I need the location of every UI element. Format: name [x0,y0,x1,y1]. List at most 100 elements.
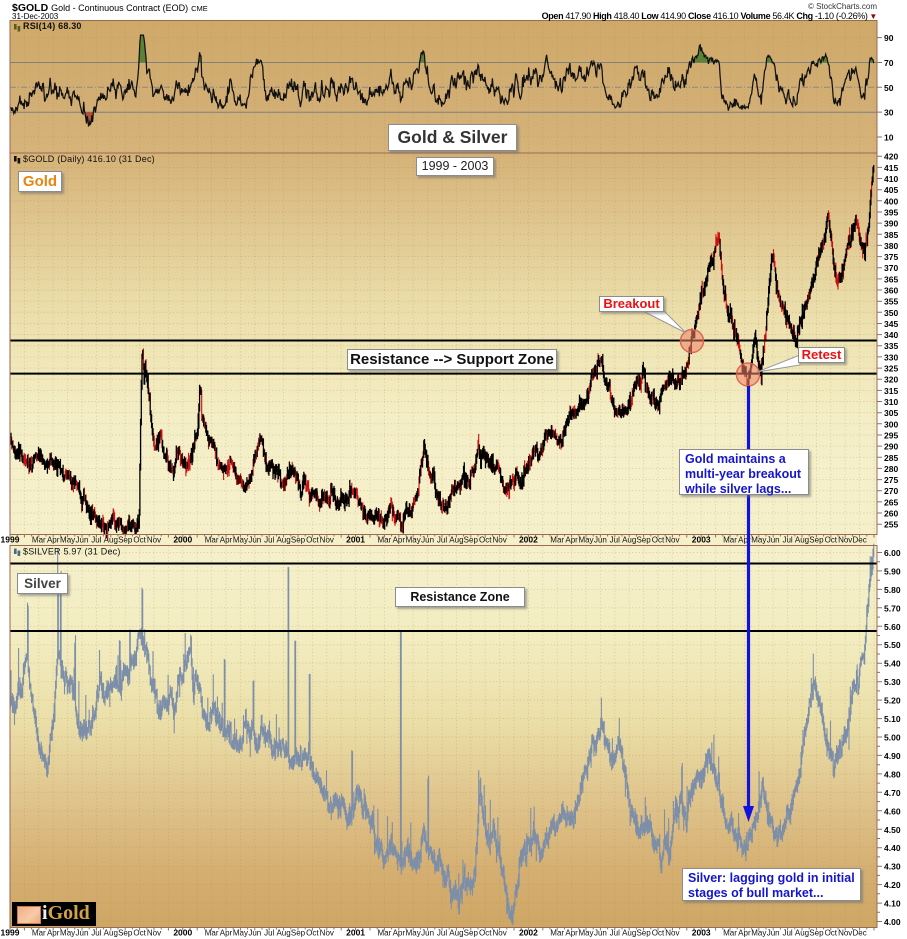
svg-text:Apr: Apr [393,929,406,938]
svg-text:395: 395 [884,208,898,218]
svg-text:Apr: Apr [393,536,406,545]
svg-text:2000: 2000 [173,535,192,545]
svg-text:Sep: Sep [809,536,824,545]
svg-text:385: 385 [884,230,898,240]
svg-text:May: May [233,536,248,545]
svg-text:10: 10 [884,133,894,143]
svg-text:4.60: 4.60 [884,806,901,816]
svg-text:70: 70 [884,58,894,68]
svg-text:375: 375 [884,252,898,262]
svg-text:Aug: Aug [276,536,290,545]
svg-text:Aug: Aug [104,929,118,938]
svg-text:Sep: Sep [118,929,133,938]
svg-text:Aug: Aug [795,536,809,545]
svg-text:Oct: Oct [306,929,319,938]
svg-text:Jul: Jul [610,536,620,545]
svg-text:Apr: Apr [220,929,233,938]
svg-text:5.80: 5.80 [884,585,901,595]
svg-text:Mar: Mar [32,536,46,545]
svg-text:Apr: Apr [220,536,233,545]
svg-text:50: 50 [884,83,894,93]
svg-text:Jun: Jun [248,536,261,545]
svg-text:400: 400 [884,196,898,206]
svg-text:Jun: Jun [421,536,434,545]
svg-text:Jun: Jun [248,929,261,938]
svg-text:280: 280 [884,464,898,474]
svg-text:Jul: Jul [782,536,792,545]
svg-text:5.60: 5.60 [884,622,901,632]
svg-text:May: May [751,929,766,938]
svg-text:May: May [578,929,593,938]
svg-text:340: 340 [884,330,898,340]
svg-text:2001: 2001 [346,928,365,938]
svg-text:5.90: 5.90 [884,566,901,576]
svg-text:Nov: Nov [665,536,679,545]
svg-text:May: May [60,536,75,545]
svg-text:5.50: 5.50 [884,640,901,650]
svg-text:Mar: Mar [378,536,392,545]
svg-text:4.70: 4.70 [884,788,901,798]
svg-text:2001: 2001 [346,535,365,545]
svg-text:Jun: Jun [76,536,89,545]
svg-text:415: 415 [884,163,898,173]
svg-text:355: 355 [884,297,898,307]
svg-text:Mar: Mar [32,929,46,938]
svg-text:Jul: Jul [264,929,274,938]
svg-text:Nov: Nov [838,929,852,938]
svg-text:315: 315 [884,386,898,396]
svg-text:May: May [578,536,593,545]
svg-text:$SILVER 5.97 (31 Dec): $SILVER 5.97 (31 Dec) [23,547,121,557]
svg-text:Aug: Aug [449,536,463,545]
svg-text:Nov: Nov [147,536,161,545]
svg-text:Nov: Nov [320,536,334,545]
svg-text:Jun: Jun [594,929,607,938]
svg-text:330: 330 [884,352,898,362]
svg-text:Apr: Apr [738,929,751,938]
svg-text:Aug: Aug [622,929,636,938]
svg-text:Aug: Aug [449,929,463,938]
svg-text:Aug: Aug [795,929,809,938]
svg-text:Sep: Sep [464,929,479,938]
svg-text:Apr: Apr [47,929,60,938]
svg-text:Oct: Oct [652,929,665,938]
svg-text:420: 420 [884,152,898,162]
svg-text:Oct: Oct [479,929,492,938]
svg-text:Sep: Sep [291,929,306,938]
svg-text:5.20: 5.20 [884,696,901,706]
svg-text:Mar: Mar [550,929,564,938]
svg-text:265: 265 [884,497,898,507]
svg-text:Dec: Dec [852,929,866,938]
svg-text:275: 275 [884,475,898,485]
svg-text:Sep: Sep [809,929,824,938]
svg-text:270: 270 [884,486,898,496]
svg-text:Oct: Oct [825,929,838,938]
svg-text:2003: 2003 [692,535,711,545]
svg-text:May: May [406,929,421,938]
svg-text:1999: 1999 [1,928,20,938]
svg-text:390: 390 [884,219,898,229]
svg-text:405: 405 [884,185,898,195]
svg-text:2000: 2000 [173,928,192,938]
svg-text:Sep: Sep [291,536,306,545]
svg-text:4.80: 4.80 [884,769,901,779]
svg-text:335: 335 [884,341,898,351]
svg-text:Mar: Mar [205,929,219,938]
svg-text:4.00: 4.00 [884,917,901,927]
svg-text:370: 370 [884,263,898,273]
svg-text:Jun: Jun [767,929,780,938]
svg-text:Jul: Jul [437,536,447,545]
svg-text:Oct: Oct [652,536,665,545]
svg-text:Jun: Jun [76,929,89,938]
svg-text:4.40: 4.40 [884,843,901,853]
svg-text:Oct: Oct [133,536,146,545]
svg-text:Nov: Nov [492,929,506,938]
svg-text:2003: 2003 [692,928,711,938]
svg-text:5.00: 5.00 [884,733,901,743]
svg-text:Sep: Sep [118,536,133,545]
svg-text:May: May [406,536,421,545]
svg-text:Oct: Oct [306,536,319,545]
svg-text:Mar: Mar [205,536,219,545]
svg-text:290: 290 [884,442,898,452]
svg-text:285: 285 [884,453,898,463]
svg-text:Mar: Mar [550,536,564,545]
